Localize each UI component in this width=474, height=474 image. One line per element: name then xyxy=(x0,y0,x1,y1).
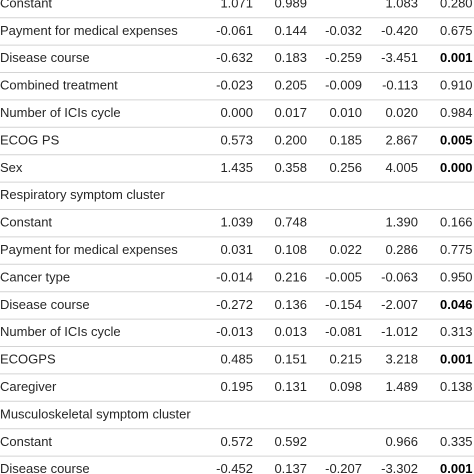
cell-value: 0.775 xyxy=(440,242,473,257)
cell-value: 0.005 xyxy=(440,132,473,147)
cell-value: -0.272 xyxy=(216,297,253,312)
cell-value: 0.001 xyxy=(440,461,473,474)
cell-value: 0.358 xyxy=(274,160,307,175)
row-label: Payment for medical expenses xyxy=(0,242,178,257)
cell-value: 0.989 xyxy=(274,0,307,10)
cell-value: 0.031 xyxy=(220,242,253,257)
row-label: Caregiver xyxy=(0,379,57,394)
cell-value: -1.012 xyxy=(381,324,418,339)
cell-value: 0.000 xyxy=(440,160,473,175)
cell-value: 2.867 xyxy=(385,132,418,147)
cell-value: 0.131 xyxy=(274,379,307,394)
cell-value: 0.748 xyxy=(274,215,307,230)
cell-value: 0.013 xyxy=(274,324,307,339)
cell-value: -0.259 xyxy=(325,50,362,65)
section-label: Musculoskeletal symptom cluster xyxy=(0,406,191,421)
cell-value: 0.001 xyxy=(440,50,473,65)
cell-value: -0.452 xyxy=(216,461,253,474)
cell-value: 1.489 xyxy=(385,379,418,394)
cell-value: 0.984 xyxy=(440,105,473,120)
cell-value: 0.183 xyxy=(274,50,307,65)
cell-value: 0.966 xyxy=(385,434,418,449)
row-label: Constant xyxy=(0,0,52,10)
cell-value: 0.216 xyxy=(274,269,307,284)
row-label: Disease course xyxy=(0,461,90,474)
row-label: Disease course xyxy=(0,297,90,312)
cell-value: 0.137 xyxy=(274,461,307,474)
cell-value: 0.098 xyxy=(329,379,362,394)
cell-value: -0.013 xyxy=(216,324,253,339)
cell-value: -0.005 xyxy=(325,269,362,284)
cell-value: 0.022 xyxy=(329,242,362,257)
cell-value: 0.910 xyxy=(440,78,473,93)
cell-value: 0.195 xyxy=(220,379,253,394)
cell-value: -0.420 xyxy=(381,23,418,38)
row-label: Payment for medical expenses xyxy=(0,23,178,38)
cell-value: 0.280 xyxy=(440,0,473,10)
cell-value: 0.136 xyxy=(274,297,307,312)
cell-value: -0.081 xyxy=(325,324,362,339)
cell-value: -0.113 xyxy=(382,78,418,93)
cell-value: 4.005 xyxy=(385,160,418,175)
cell-value: 0.675 xyxy=(440,23,473,38)
cell-value: -0.014 xyxy=(216,269,253,284)
cell-value: 3.218 xyxy=(385,352,418,367)
cell-value: 0.205 xyxy=(274,78,307,93)
cell-value: 0.573 xyxy=(220,132,253,147)
cell-value: -0.632 xyxy=(216,50,253,65)
cell-value: -0.154 xyxy=(325,297,362,312)
cell-value: -3.451 xyxy=(381,50,418,65)
cell-value: -0.009 xyxy=(325,78,362,93)
section-label: Respiratory symptom cluster xyxy=(0,187,165,202)
cell-value: 0.108 xyxy=(274,242,307,257)
cell-value: 0.000 xyxy=(220,105,253,120)
cell-value: -0.061 xyxy=(216,23,253,38)
cell-value: 1.083 xyxy=(385,0,418,10)
cell-value: -0.063 xyxy=(381,269,418,284)
cell-value: 1.390 xyxy=(385,215,418,230)
row-label: ECOGPS xyxy=(0,352,56,367)
cell-value: 0.200 xyxy=(274,132,307,147)
cell-value: 1.435 xyxy=(220,160,253,175)
cell-value: -0.023 xyxy=(216,78,253,93)
cell-value: 0.144 xyxy=(274,23,307,38)
cell-value: 0.592 xyxy=(274,434,307,449)
cell-value: 0.950 xyxy=(440,269,473,284)
cell-value: -0.207 xyxy=(325,461,362,474)
cell-value: 0.256 xyxy=(329,160,362,175)
cell-value: -3.302 xyxy=(381,461,418,474)
cell-value: 0.001 xyxy=(440,352,473,367)
cell-value: 0.138 xyxy=(440,379,473,394)
row-label: Number of ICIs cycle xyxy=(0,105,121,120)
row-label: Constant xyxy=(0,434,52,449)
cell-value: 0.017 xyxy=(274,105,307,120)
row-label: Sex xyxy=(0,160,23,175)
cell-value: 0.020 xyxy=(385,105,418,120)
row-label: Constant xyxy=(0,215,52,230)
cell-value: -0.032 xyxy=(325,23,362,38)
row-label: Cancer type xyxy=(0,269,70,284)
cell-value: 0.010 xyxy=(329,105,362,120)
cell-value: -2.007 xyxy=(381,297,418,312)
cell-value: 0.335 xyxy=(440,434,473,449)
row-label: Combined treatment xyxy=(0,78,118,93)
cell-value: 0.286 xyxy=(385,242,418,257)
cell-value: 0.185 xyxy=(329,132,362,147)
row-label: ECOG PS xyxy=(0,132,60,147)
cell-value: 0.151 xyxy=(274,352,307,367)
cell-value: 0.046 xyxy=(440,297,473,312)
cell-value: 0.572 xyxy=(220,434,253,449)
cell-value: 1.039 xyxy=(220,215,253,230)
cell-value: 0.485 xyxy=(220,352,253,367)
cell-value: 0.313 xyxy=(440,324,473,339)
cell-value: 0.215 xyxy=(329,352,362,367)
cell-value: 1.071 xyxy=(220,0,253,10)
row-label: Number of ICIs cycle xyxy=(0,324,121,339)
row-label: Disease course xyxy=(0,50,90,65)
cell-value: 0.166 xyxy=(440,215,473,230)
